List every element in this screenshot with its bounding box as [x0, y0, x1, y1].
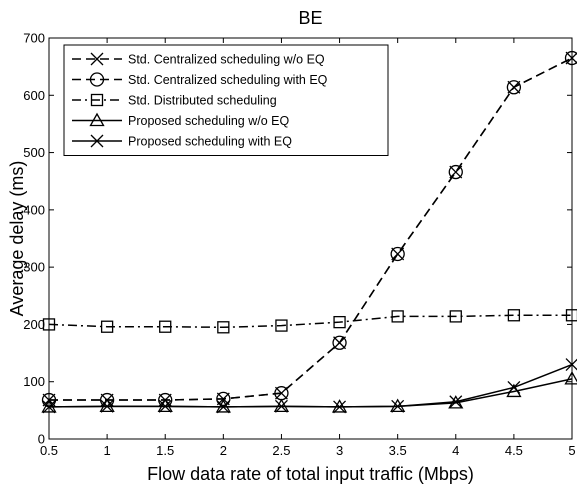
triangle-marker [99, 398, 115, 412]
circle-marker [448, 164, 463, 180]
x-marker [449, 165, 463, 179]
legend-item: Std. Distributed scheduling [72, 94, 277, 108]
y-tick-label: 200 [23, 317, 45, 332]
series-3 [42, 309, 577, 334]
legend-label: Std. Centralized scheduling w/o EQ [128, 53, 325, 67]
x-marker [391, 399, 405, 413]
triangle-marker [89, 112, 105, 127]
triangle-marker [157, 398, 173, 412]
y-tick-label: 100 [23, 374, 45, 389]
series-layer [41, 50, 577, 414]
legend-item: Proposed scheduling with EQ [72, 135, 292, 149]
triangle-marker [564, 371, 577, 385]
series-line [49, 57, 573, 401]
x-marker [42, 400, 56, 414]
x-tick-label: 4 [452, 443, 459, 458]
x-tick-label: 5 [568, 443, 575, 458]
square-marker [90, 93, 104, 107]
x-axis-label: Flow data rate of total input traffic (M… [147, 464, 474, 484]
series-2 [41, 50, 577, 408]
series-line [48, 363, 573, 408]
square-marker [100, 320, 114, 333]
square-marker [42, 318, 56, 331]
square-marker [391, 310, 404, 323]
x-tick-label: 1.5 [156, 443, 174, 458]
x-tick-label: 3 [336, 443, 343, 458]
x-tick-label: 2.5 [272, 443, 290, 458]
chart-title: BE [298, 8, 322, 28]
y-tick-label: 400 [23, 202, 45, 217]
circle-marker [216, 391, 231, 407]
x-marker [216, 400, 230, 414]
series-line [48, 314, 572, 329]
square-marker [159, 320, 172, 333]
x-marker [90, 134, 104, 148]
legend-label: Proposed scheduling with EQ [128, 135, 292, 149]
legend-label: Proposed scheduling w/o EQ [128, 114, 289, 128]
x-marker [391, 247, 405, 261]
square-marker [565, 309, 577, 322]
square-marker [333, 315, 346, 329]
square-marker [507, 309, 521, 322]
y-tick-label: 600 [23, 88, 45, 103]
x-marker [565, 51, 577, 65]
x-marker [565, 358, 577, 371]
circle-marker [89, 72, 105, 87]
circle-marker [332, 335, 347, 350]
circle-marker [506, 80, 522, 95]
x-marker [333, 400, 347, 414]
circle-marker [390, 246, 405, 262]
series-5 [42, 358, 577, 414]
square-marker [449, 310, 462, 323]
x-marker [100, 399, 114, 413]
legend-item: Std. Centralized scheduling with EQ [72, 72, 328, 87]
x-tick-label: 1 [103, 443, 110, 458]
axis-ticks: 0.5 1 1.5 2 2.5 3 3.5 4 4.5 5 0 100 200 300 400 500 600 7… [23, 31, 575, 459]
x-tick-label: 2 [220, 443, 227, 458]
y-tick-label: 0 [38, 432, 45, 447]
x-marker [158, 399, 172, 413]
x-tick-label: 0.5 [40, 443, 58, 458]
triangle-marker [273, 398, 290, 412]
square-marker [275, 319, 288, 332]
square-marker [217, 321, 230, 334]
y-tick-label: 700 [23, 31, 45, 46]
x-tick-label: 3.5 [389, 443, 407, 458]
legend-label: Std. Centralized scheduling with EQ [128, 73, 328, 87]
circle-marker [564, 50, 577, 66]
x-tick-label: 4.5 [505, 443, 523, 458]
legend-item: Proposed scheduling w/o EQ [72, 112, 289, 128]
legend: Std. Centralized scheduling w/o EQ Std. C… [63, 44, 389, 156]
x-marker [449, 395, 463, 409]
y-axis-label: Average delay (ms) [7, 161, 27, 317]
legend-item: Std. Centralized scheduling w/o EQ [72, 53, 325, 67]
x-marker [90, 52, 104, 66]
legend-label: Std. Distributed scheduling [128, 94, 277, 108]
y-tick-label: 300 [23, 260, 45, 275]
x-marker [507, 380, 521, 394]
y-tick-label: 500 [23, 145, 45, 160]
x-marker [274, 399, 288, 413]
